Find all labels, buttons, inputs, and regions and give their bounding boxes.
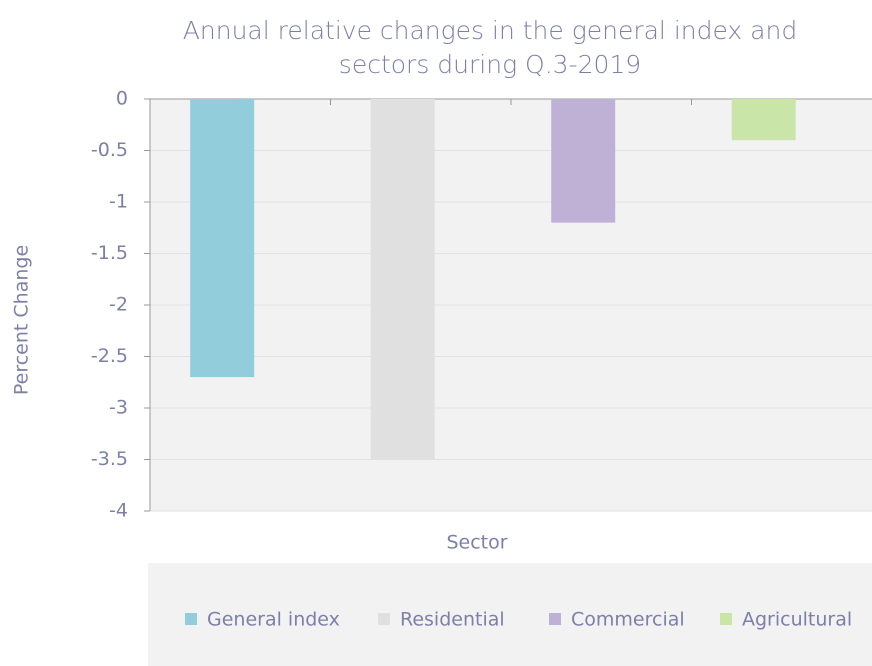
chart-title: Annual relative changes in the general i… (182, 16, 798, 79)
legend-label: General index (207, 609, 340, 631)
legend-swatch (720, 613, 732, 625)
legend-label: Agricultural (742, 609, 852, 631)
bar (551, 99, 616, 223)
legend-box (148, 563, 872, 666)
y-tick-label: -0.5 (91, 139, 128, 161)
legend-label: Commercial (571, 609, 685, 631)
y-tick-label: -3.5 (91, 448, 128, 470)
y-tick-label: -2 (109, 294, 128, 316)
legend-swatch (549, 613, 561, 625)
y-tick-label: -3 (109, 397, 128, 419)
y-tick-label: -4 (109, 500, 128, 522)
bar (731, 99, 796, 141)
x-axis-label: Sector (446, 532, 507, 554)
y-axis-label: Percent Change (11, 245, 33, 395)
bar (370, 99, 435, 460)
legend-swatch (185, 613, 197, 625)
y-tick-label: -1 (109, 191, 128, 213)
legend-label: Residential (400, 609, 505, 631)
y-tick-label: -2.5 (91, 345, 128, 367)
legend-swatch (378, 613, 390, 625)
bar (190, 99, 255, 378)
y-tick-label: -1.5 (91, 242, 128, 264)
y-tick-label: 0 (116, 88, 128, 110)
